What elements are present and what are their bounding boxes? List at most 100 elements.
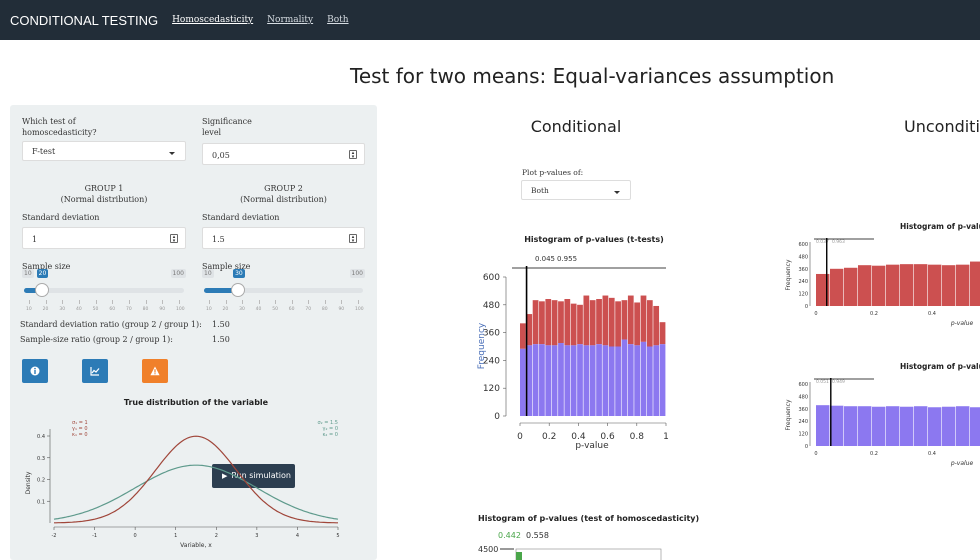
plot-pvalues-label: Plot p-values of: [522, 168, 583, 177]
plot-pvalues-select[interactable]: Both [521, 180, 631, 200]
ttest-x-tick-label: 0.8 [630, 432, 645, 442]
ttest-blue-bar [589, 345, 596, 416]
uncond-red-histogram-bar [928, 264, 942, 306]
ttest-blue-bar [627, 344, 634, 416]
slider-tick-mark [45, 300, 47, 304]
run-simulation-label: Run simulation [231, 471, 291, 480]
nav-link-both[interactable]: Both [327, 15, 349, 25]
slider-fill [204, 288, 240, 293]
slider-tick-mark [209, 300, 210, 304]
run-simulation-button[interactable]: ▶ Run simulation [212, 464, 295, 488]
ttest-red-bar [596, 299, 602, 345]
slider-track[interactable] [204, 288, 363, 293]
slider-tick-mark [179, 300, 180, 304]
slider-tick-label: 90 [159, 307, 166, 312]
slider-tick-mark [308, 300, 310, 304]
uncond-blue-histogram-bar [900, 406, 914, 446]
slider-handle[interactable] [34, 283, 49, 297]
uncond-blue-histogram-y-tick-label: 240 [798, 419, 808, 425]
warning-button[interactable] [142, 359, 168, 383]
slider-tick-mark [225, 300, 227, 304]
uncond-blue-histogram-annotation-right: 0.949 [832, 379, 845, 385]
ttest-red-bar [608, 297, 615, 347]
sd-ratio-value: 1.50 [212, 320, 230, 329]
uncond-blue-histogram-bar [844, 406, 858, 446]
ttest-red-bar [634, 302, 641, 346]
homoscedasticity-green-bar [516, 552, 522, 560]
true-distribution-title: True distribution of the variable [124, 398, 269, 407]
dist-x-axis-label: Variable, x [180, 542, 212, 549]
group1-sd-input[interactable]: 1 ▴ ▾ [22, 227, 186, 249]
uncond-blue-histogram-bar [816, 405, 830, 446]
nav-link-homoscedasticity[interactable]: Homoscedasticity [172, 15, 254, 25]
uncond-blue-histogram-bar [928, 407, 942, 446]
significance-level-input[interactable]: 0,05 ▴ ▾ [202, 143, 365, 165]
warning-icon [150, 366, 160, 376]
slider-tick-mark [275, 300, 277, 304]
uncond-red-histogram-y-tick-label: 600 [798, 242, 808, 248]
slider-tick-label: 50 [92, 307, 99, 312]
ttest-blue-bar [545, 345, 552, 416]
significance-level-value: 0,05 [212, 151, 230, 160]
ttest-red-bar [653, 305, 660, 346]
spinner-icon[interactable]: ▴ ▾ [170, 234, 178, 244]
slider-track[interactable] [24, 288, 184, 293]
uncond-blue-histogram-y-tick-label: 0 [805, 444, 808, 450]
uncond-blue-histogram-y-tick-label: 480 [798, 394, 808, 400]
ttest-red-bar [602, 295, 609, 346]
ttest-x-tick-label: 0.6 [600, 432, 615, 442]
ttest-y-axis-label: Frequency [477, 322, 487, 369]
homoscedasticity-annotation-right: 0.558 [526, 531, 549, 540]
slider-tick-label: 20 [222, 307, 229, 312]
ttest-red-bar [545, 299, 552, 346]
uncond-blue-histogram-y-tick-label: 120 [798, 432, 808, 438]
slider-handle[interactable] [231, 283, 246, 297]
group1-subtitle: (Normal distribution) [60, 195, 148, 204]
group2-density-curve [53, 464, 339, 520]
ttest-red-bar [583, 295, 590, 346]
uncond-red-histogram-bar [830, 268, 844, 306]
uncond-blue-histogram-bar [914, 406, 928, 446]
uncond-red-histogram-title: Histogram of p-value [900, 222, 980, 231]
slider-min-label: 10 [22, 269, 34, 278]
ttest-x-tick-label: 1 [663, 432, 669, 442]
info-button[interactable] [22, 359, 48, 383]
uncond-red-histogram-bar [970, 261, 980, 306]
uncond-blue-histogram-bar [830, 405, 844, 446]
slider-tick-mark [95, 300, 97, 304]
chart-button[interactable] [82, 359, 108, 383]
group2-sample-size-slider[interactable]: 10 100 30 10 20 30 40 50 60 70 80 90 100 [202, 267, 365, 312]
uncond-red-histogram-bar [956, 264, 970, 306]
uncond-red-histogram-bar [942, 265, 956, 306]
ttest-blue-bar [532, 344, 539, 416]
results-panel: Conditional Unconditi Plot p-values of: … [477, 117, 980, 560]
y-tick-label: 0.2 [37, 478, 45, 484]
slider-tick-mark [341, 300, 343, 304]
ttest-y-tick-label: 480 [483, 301, 500, 311]
slider-tick-label: 80 [142, 307, 149, 312]
group1-sd-label: Standard deviation [22, 213, 100, 222]
group2-legend-line: σ₂ = 1.5 [318, 420, 339, 426]
uncond-red-histogram-bar [900, 264, 914, 306]
group1-sample-size-slider[interactable]: 10 100 20 10 20 30 40 50 60 70 80 90 100 [22, 267, 186, 312]
play-icon: ▶ [222, 472, 228, 480]
nav-link-normality[interactable]: Normality [267, 15, 314, 25]
ttest-blue-bar [577, 344, 583, 416]
ttest-red-bar [615, 301, 621, 347]
uncond-red-histogram-bar [914, 264, 928, 306]
group2-sd-input[interactable]: 1.5 ▴ ▾ [202, 227, 365, 249]
slider-tick-label: 60 [288, 307, 295, 312]
uncond-red-histogram-x-axis-label: p-value [950, 320, 974, 327]
y-tick-label: 0.3 [37, 456, 45, 462]
uncond-red-histogram-annotation-right: 0.963 [832, 239, 845, 245]
group2-legend-line: κ₂ = 0 [322, 432, 338, 438]
homoscedasticity-test-select[interactable]: F-test [22, 141, 186, 161]
slider-tick-mark [291, 300, 293, 304]
spinner-icon[interactable]: ▴ ▾ [349, 150, 357, 160]
true-distribution-chart: True distribution of the variable 0.1 0.2… [25, 398, 340, 549]
slider-min-label: 10 [202, 269, 214, 278]
spinner-icon[interactable]: ▴ ▾ [349, 234, 357, 244]
x-tick-label: 0 [134, 533, 137, 539]
ttest-x-tick-label: 0 [517, 432, 523, 442]
app-brand[interactable]: CONDITIONAL TESTING [10, 12, 159, 28]
